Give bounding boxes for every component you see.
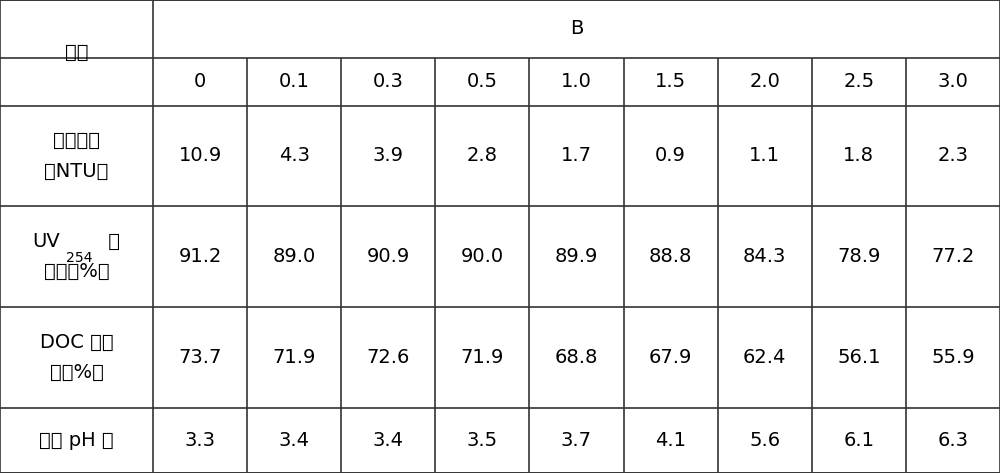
- Text: 254: 254: [66, 251, 92, 265]
- Text: 0.1: 0.1: [279, 72, 310, 91]
- Text: 1.1: 1.1: [749, 147, 780, 166]
- Text: 0.9: 0.9: [655, 147, 686, 166]
- Text: 68.8: 68.8: [555, 348, 598, 367]
- Text: 10.9: 10.9: [178, 147, 222, 166]
- Text: 1.7: 1.7: [561, 147, 592, 166]
- Text: 67.9: 67.9: [649, 348, 692, 367]
- Text: 89.9: 89.9: [555, 247, 598, 266]
- Text: 3.7: 3.7: [561, 431, 592, 450]
- Text: 0: 0: [194, 72, 206, 91]
- Text: （NTU）: （NTU）: [44, 162, 109, 181]
- Text: 2.5: 2.5: [843, 72, 874, 91]
- Text: 88.8: 88.8: [649, 247, 692, 266]
- Text: 73.7: 73.7: [178, 348, 222, 367]
- Text: 56.1: 56.1: [837, 348, 881, 367]
- Text: 0.3: 0.3: [373, 72, 404, 91]
- Text: 2.0: 2.0: [749, 72, 780, 91]
- Text: 6.1: 6.1: [843, 431, 874, 450]
- Text: 89.0: 89.0: [273, 247, 316, 266]
- Text: 55.9: 55.9: [931, 348, 975, 367]
- Text: 6.3: 6.3: [937, 431, 968, 450]
- Text: 5.6: 5.6: [749, 431, 780, 450]
- Text: 0.5: 0.5: [467, 72, 498, 91]
- Text: 71.9: 71.9: [461, 348, 504, 367]
- Text: 出水 pH 値: 出水 pH 値: [39, 431, 114, 450]
- Text: 2.3: 2.3: [937, 147, 968, 166]
- Text: 率（%）: 率（%）: [50, 363, 103, 382]
- Text: 3.9: 3.9: [373, 147, 404, 166]
- Text: DOC 去除: DOC 去除: [40, 333, 113, 351]
- Text: 2.8: 2.8: [467, 147, 498, 166]
- Text: 3.4: 3.4: [279, 431, 310, 450]
- Text: 84.3: 84.3: [743, 247, 786, 266]
- Text: 除率（%）: 除率（%）: [44, 262, 109, 281]
- Text: 91.2: 91.2: [178, 247, 222, 266]
- Text: 3.0: 3.0: [938, 72, 968, 91]
- Text: 指标: 指标: [65, 44, 88, 62]
- Text: 去: 去: [102, 232, 120, 251]
- Text: 90.9: 90.9: [367, 247, 410, 266]
- Text: 1.0: 1.0: [561, 72, 592, 91]
- Text: 77.2: 77.2: [931, 247, 975, 266]
- Text: UV: UV: [32, 232, 60, 251]
- Text: 71.9: 71.9: [272, 348, 316, 367]
- Text: 62.4: 62.4: [743, 348, 786, 367]
- Text: 3.5: 3.5: [467, 431, 498, 450]
- Text: 3.3: 3.3: [185, 431, 216, 450]
- Text: 4.1: 4.1: [655, 431, 686, 450]
- Text: 1.8: 1.8: [843, 147, 874, 166]
- Text: 72.6: 72.6: [367, 348, 410, 367]
- Text: 剩余浊度: 剩余浊度: [53, 131, 100, 150]
- Text: B: B: [570, 19, 583, 38]
- Text: 90.0: 90.0: [461, 247, 504, 266]
- Text: 78.9: 78.9: [837, 247, 881, 266]
- Text: 4.3: 4.3: [279, 147, 310, 166]
- Text: 1.5: 1.5: [655, 72, 686, 91]
- Text: 3.4: 3.4: [373, 431, 404, 450]
